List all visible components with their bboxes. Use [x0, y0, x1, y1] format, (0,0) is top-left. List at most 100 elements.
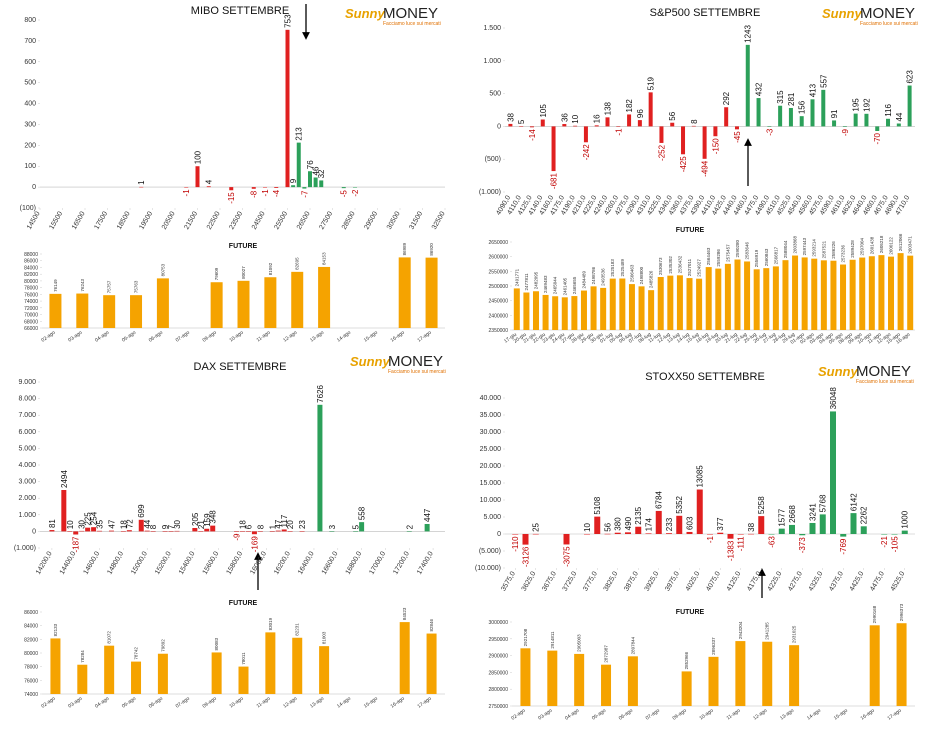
bar [174, 530, 180, 532]
y-tick-label: 2450000 [489, 299, 509, 305]
value-label: -70 [873, 132, 882, 144]
bar [627, 656, 638, 706]
y-tick-label: 25.000 [480, 446, 502, 453]
value-label: 8 [256, 524, 265, 529]
value-label: 47 [107, 519, 116, 528]
value-label: -110 [511, 536, 520, 552]
bar [79, 530, 85, 532]
value-label: 413 [809, 83, 818, 97]
logo-brand: MONEY [856, 363, 911, 380]
bar [204, 528, 210, 532]
bar [73, 531, 79, 535]
value-label: 5108 [593, 496, 602, 514]
y-tick-label: 8.000 [18, 396, 36, 403]
y-tick-label: 600 [24, 59, 36, 66]
bar [398, 257, 411, 328]
bar [888, 256, 895, 330]
bar [849, 259, 856, 330]
bar [571, 296, 578, 330]
value-label: 10 [583, 523, 592, 532]
bar [767, 126, 772, 127]
bar [120, 531, 126, 532]
value-label: 1243 [744, 25, 753, 43]
chart-title: STOXX50 SETTEMBRE [645, 371, 765, 383]
value-label: 2461405 [562, 277, 567, 295]
y-tick-label: 5.000 [483, 514, 501, 521]
value-label: -45 [733, 131, 742, 143]
y-tick-label: 84000 [24, 624, 38, 630]
bar [251, 187, 256, 189]
bar [681, 671, 692, 706]
value-label: 2931025 [792, 625, 797, 643]
bar [691, 125, 696, 127]
bar [756, 98, 761, 127]
y-tick-label: 300 [24, 121, 36, 128]
bar [681, 126, 686, 155]
bar [156, 278, 169, 328]
value-label: 2262 [860, 506, 869, 524]
bar [573, 125, 578, 127]
value-label: 6142 [850, 493, 859, 511]
bar [139, 186, 144, 188]
bar [104, 645, 115, 694]
value-label: 2872987 [604, 645, 609, 663]
bar [257, 531, 263, 532]
value-label: 79609 [214, 267, 219, 280]
value-label: 2556919 [754, 249, 759, 267]
bar [302, 187, 307, 189]
value-label: 138 [604, 101, 613, 115]
value-label: 753 [284, 14, 293, 28]
value-label: 2668 [788, 505, 797, 523]
bar [896, 123, 901, 127]
logo-brand: Sunny [345, 6, 385, 21]
value-label: 174 [645, 518, 654, 532]
value-label: 2575457 [725, 244, 730, 262]
value-label: -769 [839, 538, 848, 555]
bar [263, 187, 267, 188]
value-label: 13085 [696, 465, 705, 488]
value-label: -8 [250, 190, 259, 198]
bar [265, 632, 276, 694]
value-label: 2566817 [773, 246, 778, 264]
value-label: 2560843 [764, 248, 769, 266]
value-label: -242 [582, 144, 591, 161]
value-label: 315 [776, 90, 785, 104]
y-tick-label: (100) [20, 205, 36, 212]
bar [666, 533, 672, 534]
bar [319, 646, 330, 694]
bar [724, 107, 729, 127]
bar [520, 648, 531, 706]
value-label: -150 [711, 138, 720, 155]
bar [229, 187, 234, 191]
value-label: -63 [768, 536, 777, 548]
y-tick-label: 700 [24, 38, 36, 45]
bar [840, 264, 847, 330]
bar [625, 532, 631, 534]
value-label: 2498786 [591, 266, 596, 284]
bar [842, 126, 847, 127]
bar [708, 656, 719, 706]
y-tick-label: (1.000) [14, 545, 36, 552]
bar [353, 531, 359, 532]
y-tick-label: 500 [489, 91, 501, 98]
bar [245, 531, 251, 532]
value-label: 75763 [134, 280, 139, 293]
bar [157, 653, 168, 694]
bar [605, 117, 610, 127]
value-label: -425 [679, 156, 688, 173]
y-tick-label: 78000 [24, 286, 38, 292]
value-label: 519 [647, 76, 656, 90]
value-label: 2914811 [550, 631, 555, 649]
y-tick-label: 400 [24, 101, 36, 108]
value-label: 2990168 [872, 605, 877, 623]
value-label: -3126 [522, 546, 531, 567]
bar [604, 533, 611, 535]
value-label: 182 [625, 99, 634, 113]
value-label: 2482095 [533, 271, 538, 289]
value-label: 79892 [160, 639, 165, 652]
value-label: 490 [624, 516, 633, 530]
y-tick-label: 0 [497, 531, 501, 538]
y-tick-label: 76000 [24, 678, 38, 684]
y-tick-label: 2800000 [489, 687, 509, 693]
bar [702, 126, 707, 159]
